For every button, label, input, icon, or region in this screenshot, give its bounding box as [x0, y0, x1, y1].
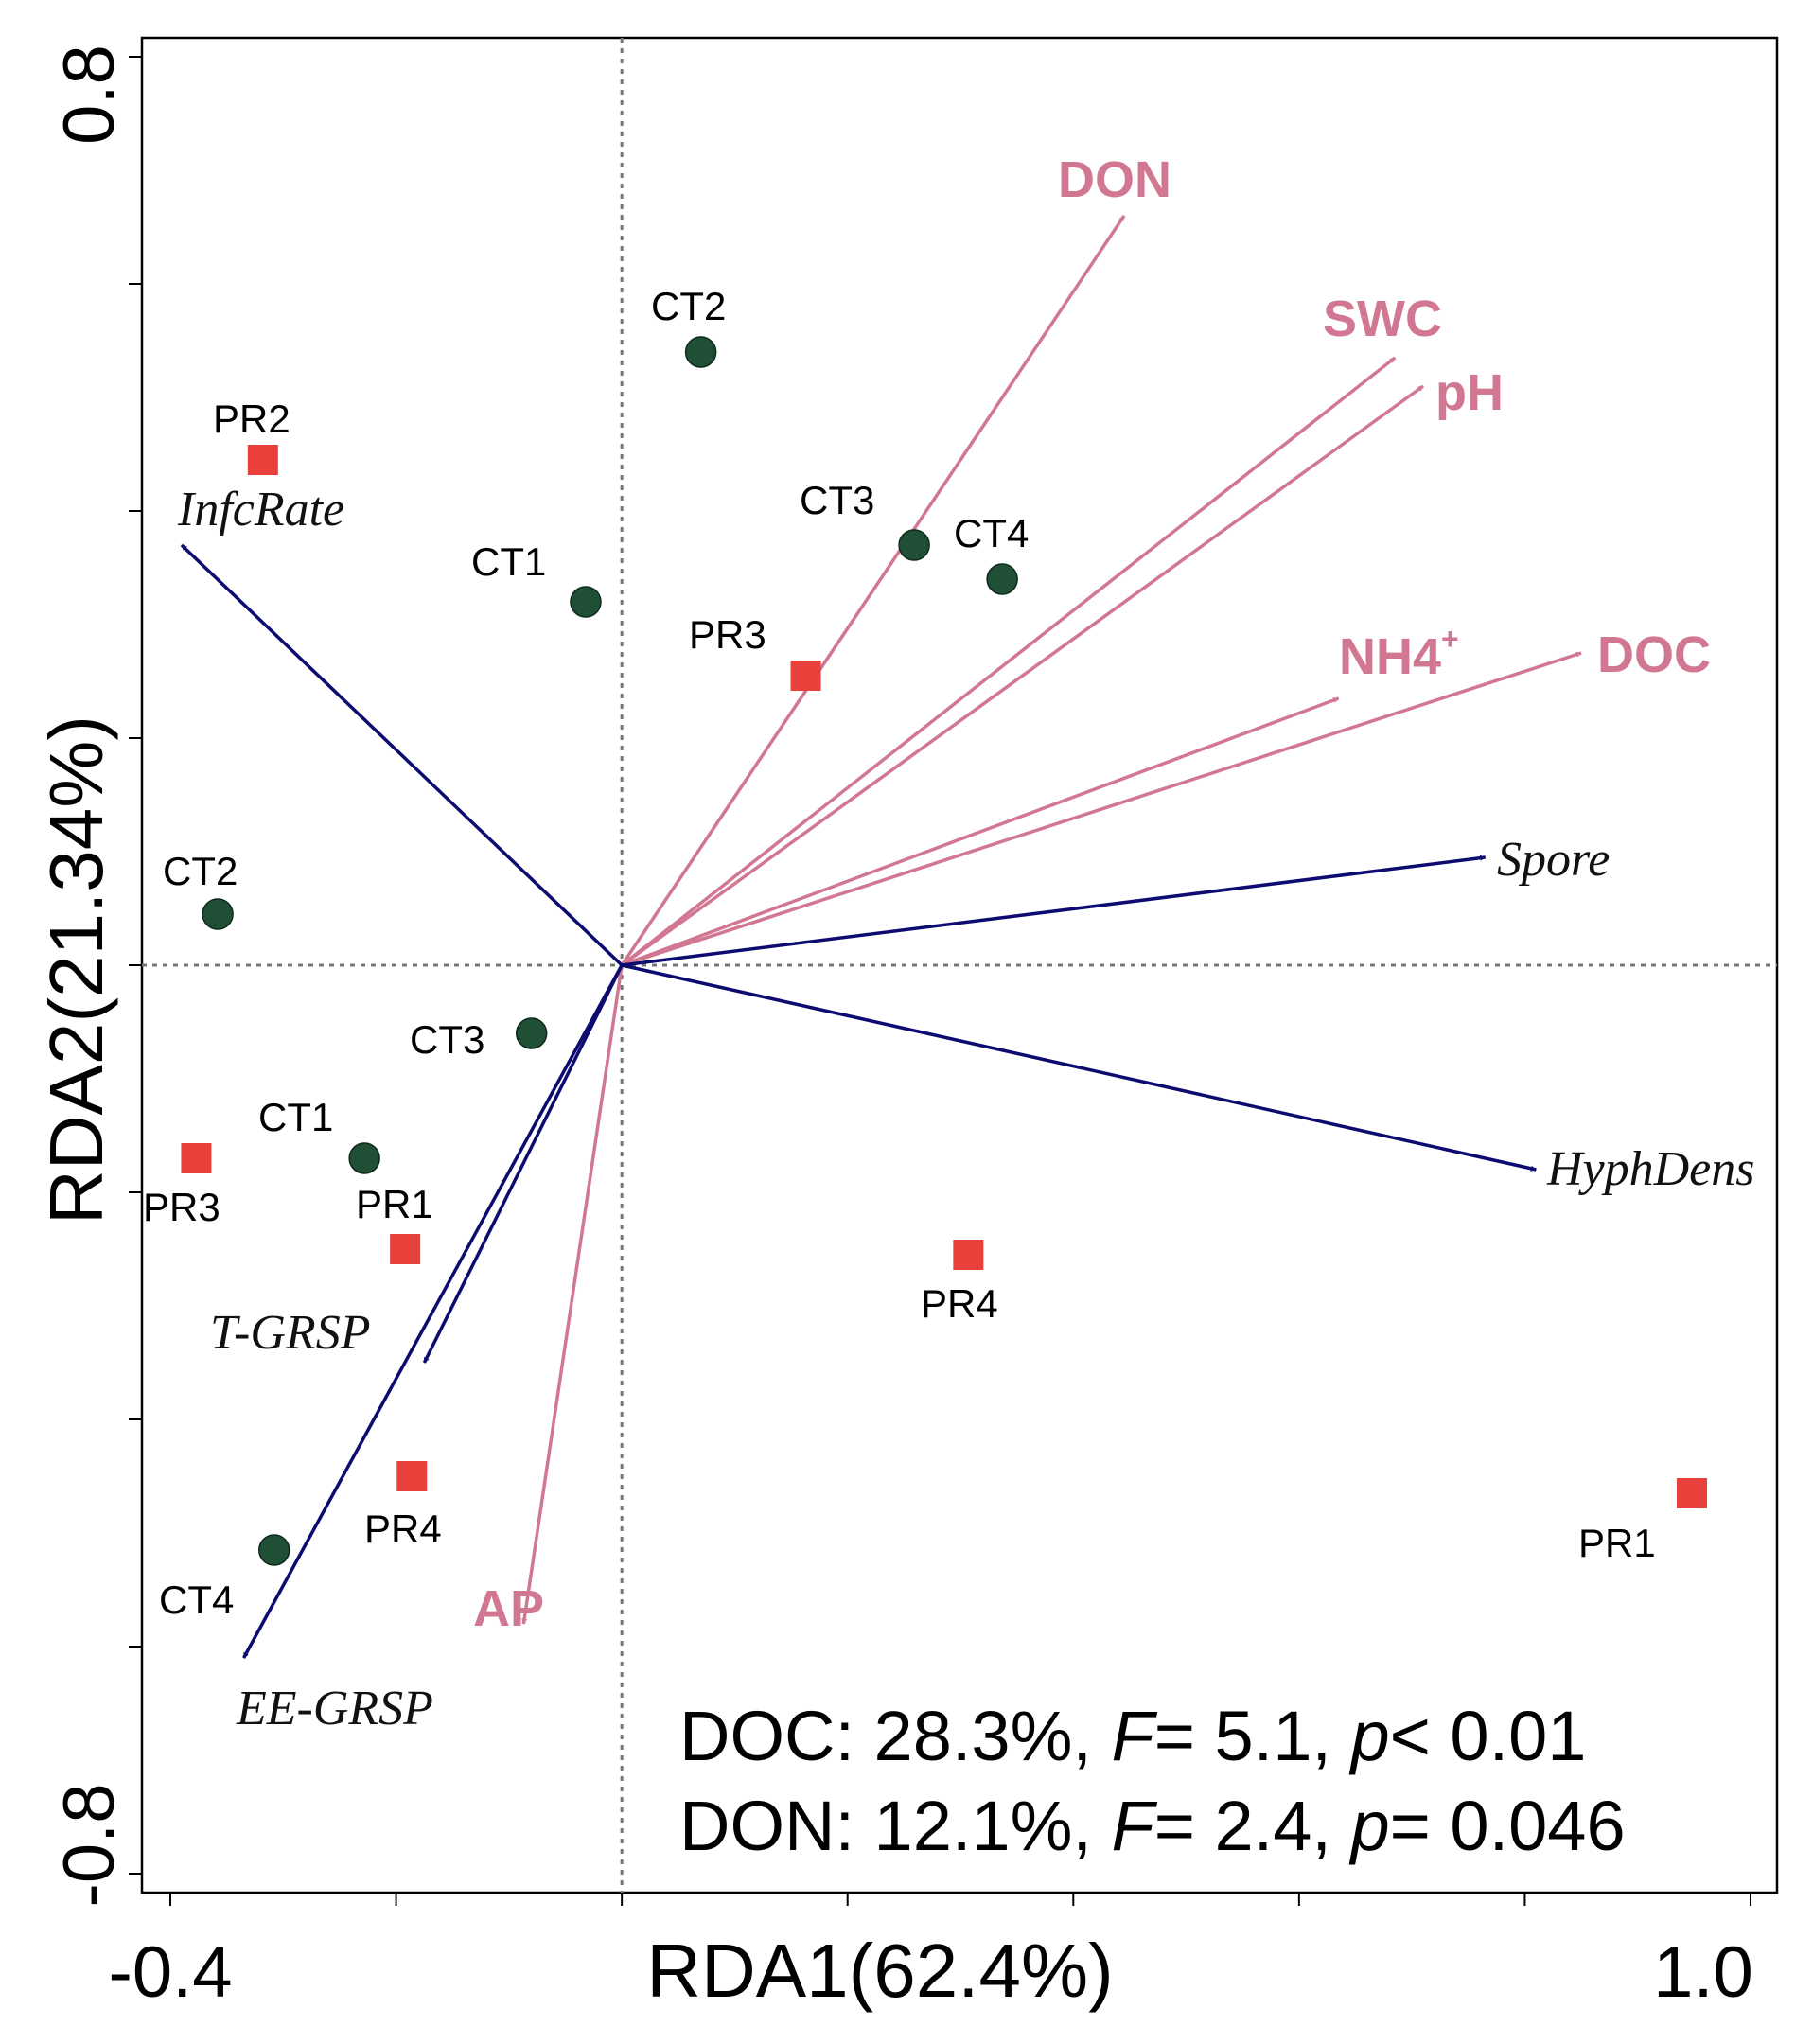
stat-don-f: F	[1112, 1787, 1158, 1865]
point-ct1-6	[348, 1142, 380, 1174]
stat-don-prefix: DON: 12.1%,	[679, 1787, 1112, 1865]
y-tick-label-max: 0.8	[49, 44, 130, 145]
env-arrow-doc	[621, 651, 1582, 967]
site-label-ct1-upper: CT1	[471, 539, 546, 584]
env-label-doc: DOC	[1597, 626, 1711, 683]
site-label-ct1-left: CT1	[258, 1095, 333, 1139]
env-label-don: DON	[1058, 151, 1171, 208]
point-ct3-1	[898, 529, 930, 561]
resp-label-ee-grsp: EE-GRSP	[236, 1682, 433, 1736]
point-ct2-4	[202, 898, 234, 930]
stat-doc-f: F	[1112, 1697, 1158, 1775]
x-axis-title: RDA1(62.4%)	[646, 1929, 1114, 2013]
resp-arrow-spore	[621, 855, 1487, 967]
site-label-pr4-right: PR4	[921, 1281, 998, 1326]
site-points	[181, 336, 1707, 1566]
site-label-pr3-left: PR3	[143, 1185, 220, 1229]
stat-doc-p-value: < 0.01	[1390, 1697, 1587, 1775]
site-label-pr1-left: PR1	[356, 1182, 433, 1226]
point-pr3-2	[181, 1143, 212, 1173]
point-ct1-3	[570, 586, 602, 618]
stat-don: DON: 12.1%, F= 2.4, p= 0.046	[679, 1787, 1626, 1865]
env-arrow-nh4	[621, 696, 1340, 967]
resp-arrow-t-grsp	[422, 964, 624, 1364]
axis-ticks	[129, 56, 1751, 1906]
env-label-ap: AP	[473, 1580, 544, 1637]
point-ct2-0	[684, 336, 717, 368]
point-ct4-2	[986, 563, 1018, 595]
point-pr4-5	[396, 1461, 428, 1491]
plot-frame	[140, 36, 1779, 1894]
stat-doc-p: p	[1348, 1697, 1389, 1775]
env-label-nh4: NH4+	[1339, 622, 1459, 685]
site-label-pr2: PR2	[213, 396, 290, 441]
site-label-ct4-upper: CT4	[954, 511, 1029, 555]
resp-label-t-grsp: T-GRSP	[210, 1306, 370, 1360]
environmental-vectors	[521, 215, 1582, 1625]
point-ct4-7	[257, 1534, 290, 1566]
resp-label-hyphdens: HyphDens	[1546, 1142, 1755, 1196]
stat-don-p: p	[1348, 1787, 1389, 1865]
point-pr3-1	[790, 661, 821, 691]
site-label-ct3-left: CT3	[410, 1017, 484, 1062]
stat-don-p-value: = 0.046	[1390, 1787, 1626, 1865]
env-label-swc: SWC	[1323, 291, 1442, 347]
site-label-pr3-upper: PR3	[689, 612, 766, 657]
site-label-pr1-right: PR1	[1578, 1521, 1656, 1565]
env-label-nh4-sup: +	[1441, 622, 1459, 656]
point-pr4-4	[953, 1240, 984, 1270]
env-arrow-ap	[521, 964, 624, 1625]
point-pr1-6	[1676, 1478, 1707, 1508]
point-pr2-0	[247, 445, 278, 475]
stat-don-f-value: = 2.4,	[1154, 1787, 1351, 1865]
resp-label-infcrate: InfcRate	[177, 483, 344, 537]
point-ct3-5	[515, 1017, 548, 1049]
env-label-nh4-name: NH4	[1339, 628, 1441, 685]
site-label-ct2-upper: CT2	[651, 284, 726, 328]
env-arrow-don	[620, 215, 1126, 966]
stat-doc-f-value: = 5.1,	[1154, 1697, 1351, 1775]
response-vectors	[180, 543, 1537, 1659]
resp-arrow-hyphdens	[621, 963, 1537, 1172]
env-arrow-ph	[621, 384, 1425, 967]
y-tick-label-min: -0.8	[49, 1784, 130, 1908]
env-label-ph: pH	[1435, 364, 1504, 421]
stat-doc: DOC: 28.3%, F= 5.1, p< 0.01	[679, 1697, 1586, 1775]
site-label-ct2-left: CT2	[163, 849, 238, 893]
x-tick-label-max: 1.0	[1653, 1932, 1753, 2013]
env-arrow-swc	[621, 356, 1397, 967]
site-label-pr4-left: PR4	[364, 1507, 442, 1551]
resp-arrow-ee-grsp	[241, 964, 624, 1659]
y-axis-title: RDA2(21.34%)	[34, 715, 118, 1225]
stat-doc-prefix: DOC: 28.3%,	[679, 1697, 1112, 1775]
site-label-ct4-lower: CT4	[159, 1577, 234, 1622]
site-label-ct3-upper: CT3	[800, 478, 874, 522]
resp-arrow-infcrate	[180, 543, 624, 967]
x-tick-label-min: -0.4	[109, 1932, 233, 2013]
zero-lines	[142, 38, 1777, 1893]
point-pr1-3	[390, 1234, 421, 1264]
resp-label-spore: Spore	[1497, 833, 1610, 887]
